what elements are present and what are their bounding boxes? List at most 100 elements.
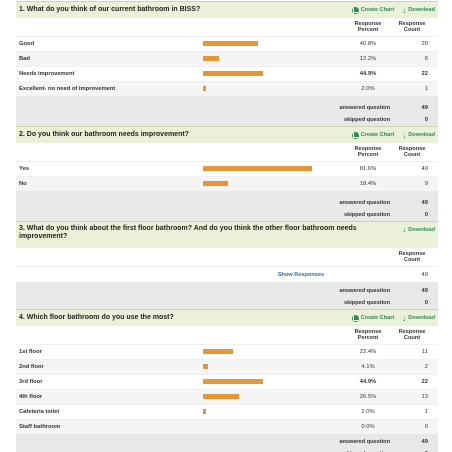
skipped-count: 0 <box>424 117 428 123</box>
chart-icon <box>351 314 359 322</box>
response-bar <box>203 166 313 171</box>
response-count: 0 <box>424 424 428 430</box>
question-title: 4. Which floor bathroom do you use the m… <box>19 314 174 321</box>
response-percent: 81.6% <box>359 166 377 172</box>
bar-cell <box>199 71 346 77</box>
bar-cell <box>199 379 346 385</box>
answered-label: answered question <box>339 439 390 445</box>
answered-count: 49 <box>421 439 428 445</box>
bar-cell <box>199 56 346 62</box>
response-percent: 44.9% <box>359 379 377 385</box>
q1-rows: Good 40.8% 20 Bad 12.2% 6 Needs improvement 44.… <box>16 36 438 96</box>
column-headers: Response Percent Response Count <box>16 326 438 344</box>
response-bar <box>203 364 209 369</box>
response-percent-header: Response Percent <box>354 20 382 34</box>
response-percent: 2.0% <box>361 409 375 415</box>
bar-cell <box>199 424 346 430</box>
download-button[interactable]: ↓ Download <box>402 5 435 15</box>
bar-cell <box>199 181 346 187</box>
response-count-header: Response Count <box>398 20 426 34</box>
bar-cell <box>199 409 346 415</box>
response-bar <box>203 379 264 384</box>
skipped-count: 0 <box>424 300 428 306</box>
response-percent: 40.8% <box>359 41 377 47</box>
response-percent-header: Response Percent <box>354 145 382 159</box>
response-count-header: Response Count <box>398 145 426 159</box>
table-row: No 18.4% 9 <box>16 176 438 191</box>
answer-label: Yes <box>19 166 29 172</box>
response-bar <box>203 349 234 354</box>
question-1-header: 1. What do you think of our current bath… <box>16 1 438 18</box>
response-percent: 44.9% <box>359 71 377 77</box>
bar-cell <box>199 86 346 92</box>
response-count: 1 <box>424 409 428 415</box>
download-button[interactable]: ↓ Download <box>402 225 435 234</box>
response-count-header: Response Count <box>398 328 426 342</box>
answered-label: answered question <box>339 105 390 111</box>
download-arrow-icon: ↓ <box>402 313 407 323</box>
question-title: 2. Do you think our bathroom needs impro… <box>19 131 189 138</box>
question-title: 3. What do you think about the first flo… <box>19 225 357 240</box>
answer-label: 4th floor <box>19 394 43 400</box>
bar-cell <box>199 349 346 355</box>
response-count: 22 <box>421 379 428 385</box>
answered-count: 49 <box>421 288 428 294</box>
table-row: Good 40.8% 20 <box>16 36 438 51</box>
response-count: 2 <box>424 364 428 370</box>
response-count: 13 <box>421 394 428 400</box>
response-bar <box>203 56 220 61</box>
chart-icon <box>351 6 359 14</box>
show-responses-row: Show Responses 49 <box>16 266 438 282</box>
question-3-summary: answered question 49 skipped question 0 <box>16 282 438 309</box>
download-arrow-icon: ↓ <box>402 225 407 234</box>
question-3-header: 3. What do you think about the first flo… <box>16 221 438 248</box>
answer-label: 2nd floor <box>19 364 44 370</box>
table-row: Staff bathroom 0.0% 0 <box>16 419 438 434</box>
response-percent: 22.4% <box>359 349 377 355</box>
table-row: 4th floor 26.5% 13 <box>16 389 438 404</box>
answer-label: No <box>19 181 27 187</box>
show-responses-link[interactable]: Show Responses <box>277 271 325 278</box>
response-percent: 2.0% <box>361 86 375 92</box>
column-headers: Response Percent Response Count <box>16 143 438 161</box>
question-4-header: 4. Which floor bathroom do you use the m… <box>16 309 438 326</box>
response-percent: 4.1% <box>361 364 375 370</box>
answer-label: Good <box>19 41 35 47</box>
create-chart-button[interactable]: Create Chart <box>351 131 394 139</box>
response-percent-header: Response Percent <box>354 328 382 342</box>
response-count: 22 <box>421 71 428 77</box>
question-2-header: 2. Do you think our bathroom needs impro… <box>16 126 438 143</box>
question-1-summary: answered question 49 skipped question 0 <box>16 96 438 126</box>
answer-label: Bad <box>19 56 30 62</box>
response-bar <box>203 394 239 399</box>
answer-label: 1st floor <box>19 349 42 355</box>
bar-cell <box>199 41 346 47</box>
q4-rows: 1st floor 22.4% 11 2nd floor 4.1% 2 3rd floor 4… <box>16 344 438 434</box>
response-bar <box>203 409 206 414</box>
table-row: 1st floor 22.4% 11 <box>16 344 438 359</box>
download-button[interactable]: ↓ Download <box>402 130 435 140</box>
response-count: 1 <box>424 86 428 92</box>
table-row: Bad 12.2% 6 <box>16 51 438 66</box>
response-percent: 0.0% <box>361 424 375 430</box>
response-bar <box>203 41 258 46</box>
response-count: 9 <box>424 181 428 187</box>
response-percent: 26.5% <box>359 394 377 400</box>
column-headers: Response Percent Response Count <box>16 18 438 36</box>
response-count: 11 <box>421 349 428 355</box>
answered-label: answered question <box>339 200 390 206</box>
table-row: Needs improvement 44.9% 22 <box>16 66 438 81</box>
response-bar <box>203 181 228 186</box>
question-title: 1. What do you think of our current bath… <box>19 6 201 13</box>
response-count: 49 <box>421 271 428 278</box>
download-button[interactable]: ↓ Download <box>402 313 435 323</box>
bar-cell <box>199 394 346 400</box>
skipped-label: skipped question <box>344 117 390 123</box>
table-row: 2nd floor 4.1% 2 <box>16 359 438 374</box>
skipped-count: 0 <box>424 212 428 218</box>
create-chart-button[interactable]: Create Chart <box>351 314 394 322</box>
chart-icon <box>351 131 359 139</box>
create-chart-button[interactable]: Create Chart <box>351 6 394 14</box>
answered-count: 49 <box>421 105 428 111</box>
